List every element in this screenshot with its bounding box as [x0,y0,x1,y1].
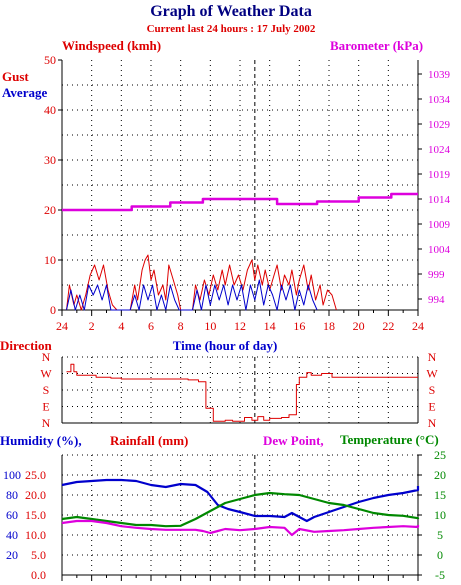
direction-tick-label: S [429,383,436,397]
humidity-tick-label: 60 [6,508,18,522]
wind-tick-label: 10 [44,253,56,267]
direction-label: Direction [0,338,53,353]
direction-tick-label: S [43,383,50,397]
grid-layer [62,60,418,575]
wind-tick-label: 0 [50,303,56,317]
barometer-tick-label: 1029 [428,119,451,131]
rainfall-label: Rainfall (mm) [110,433,188,448]
temperature-label: Temperature (°C) [340,432,439,447]
time-tick-label: 18 [323,319,335,333]
barometer-axis-label: Barometer (kPa) [330,38,423,53]
rainfall-tick-label: 15.0 [25,508,46,522]
barometer-tick-label: 999 [428,269,445,281]
series-humidity [61,478,420,523]
humidity-tick-label: 20 [6,548,18,562]
series-direction [66,363,418,422]
windspeed-axis-label: Windspeed (kmh) [62,38,161,53]
wind-tick-label: 40 [44,103,56,117]
time-axis-label: Time (hour of day) [173,338,278,353]
humidity-tick-label: 40 [6,528,18,542]
temperature-tick-label: 0 [437,548,443,562]
humidity-tick-label: 80 [6,488,18,502]
time-tick-label: 14 [264,319,276,333]
direction-tick-label: W [40,367,52,381]
barometer-tick-label: 1014 [428,194,451,206]
direction-tick-label: W [426,367,438,381]
temperature-tick-label: 15 [434,488,446,502]
barometer-tick-label: 1019 [428,169,451,181]
series-dew-point [61,519,420,537]
direction-tick-label: E [42,400,49,414]
series-average [66,279,318,311]
temperature-tick-label: 20 [434,468,446,482]
time-tick-label: 6 [148,319,154,333]
temperature-tick-label: 10 [434,508,446,522]
time-tick-label: 10 [204,319,216,333]
wind-tick-label: 30 [44,153,56,167]
series-layer [61,192,420,537]
barometer-tick-label: 994 [428,294,445,306]
wind-tick-label: 20 [44,203,56,217]
time-tick-label: 16 [293,319,305,333]
direction-tick-label: N [42,350,51,364]
barometer-tick-label: 1004 [428,244,451,256]
barometer-tick-label: 1039 [428,69,451,81]
series-barometer [62,192,418,212]
direction-tick-label: N [428,350,437,364]
direction-tick-label: N [42,416,51,430]
tick-labels-layer: 0102030405099499910041009101410191024102… [3,53,451,582]
series-temperature [61,491,420,528]
rainfall-tick-label: 0.0 [31,568,46,582]
time-tick-label: 4 [118,319,124,333]
temperature-tick-label: 5 [437,528,443,542]
rainfall-tick-label: 20.0 [25,488,46,502]
rainfall-tick-label: 10.0 [25,528,46,542]
direction-tick-label: E [428,400,435,414]
legend-gust: Gust [2,69,29,84]
temperature-tick-label: -5 [435,568,445,582]
dewpoint-label: Dew Point, [263,433,324,448]
page-title: Graph of Weather Data [150,3,312,20]
rainfall-tick-label: 5.0 [31,548,46,562]
direction-tick-label: N [428,416,437,430]
temperature-tick-label: 25 [434,448,446,462]
time-tick-label: 12 [234,319,246,333]
time-tick-label: 2 [89,319,95,333]
barometer-tick-label: 1034 [428,94,451,106]
wind-tick-label: 50 [44,53,56,67]
page-subtitle: Current last 24 hours : 17 July 2002 [147,23,316,35]
time-tick-label: 24 [56,319,68,333]
humidity-label: Humidity (%), [0,433,82,448]
barometer-tick-label: 1009 [428,219,451,231]
legend-average: Average [2,85,47,100]
barometer-tick-label: 1024 [428,144,451,156]
rainfall-tick-label: 25.0 [25,468,46,482]
series-gust [66,254,337,311]
time-tick-label: 22 [382,319,394,333]
time-tick-label: 24 [412,319,424,333]
time-tick-label: 20 [353,319,365,333]
time-tick-label: 8 [178,319,184,333]
humidity-tick-label: 100 [3,468,21,482]
